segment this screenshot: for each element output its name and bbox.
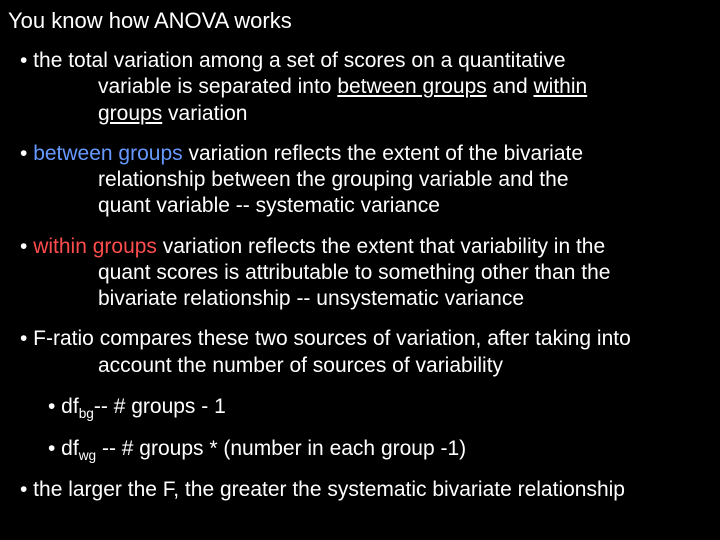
between-groups-term: between groups: [33, 142, 182, 165]
within-groups-term: within groups: [33, 235, 157, 258]
sub-bullet-df-bg: • dfbg-- # groups - 1: [8, 393, 708, 423]
bullet-f-ratio: • F-ratio compares these two sources of …: [8, 326, 708, 379]
bullet-total-variation: • the total variation among a set of sco…: [8, 48, 708, 127]
text: quant variable -- systematic variance: [20, 193, 708, 219]
text: bivariate relationship -- unsystematic v…: [20, 286, 708, 312]
slide: You know how ANOVA works • the total var…: [0, 0, 720, 540]
text: variation reflects the extent that varia…: [157, 235, 605, 258]
subscript-bg: bg: [79, 406, 94, 421]
bullet-within-groups: • within groups variation reflects the e…: [8, 234, 708, 313]
text: relationship between the grouping variab…: [20, 167, 708, 193]
text: •: [20, 142, 33, 165]
text: quant scores is attributable to somethin…: [20, 260, 708, 286]
text: • F-ratio compares these two sources of …: [20, 327, 631, 350]
text: -- # groups * (number in each group -1): [96, 437, 466, 460]
bullet-between-groups: • between groups variation reflects the …: [8, 141, 708, 220]
between-groups-underline: between groups: [337, 75, 486, 98]
text: and: [487, 75, 534, 98]
text: •: [20, 235, 33, 258]
text: variation: [162, 102, 247, 125]
sub-bullet-df-wg: • dfwg -- # groups * (number in each gro…: [8, 435, 708, 465]
text: -- # groups - 1: [94, 395, 226, 418]
text: • df: [48, 437, 79, 460]
groups-underline: groups: [98, 102, 162, 125]
text: variable is separated into: [98, 75, 337, 98]
subscript-wg: wg: [79, 448, 96, 463]
text: • the total variation among a set of sco…: [20, 49, 566, 72]
text: • df: [48, 395, 79, 418]
within-underline: within: [533, 75, 587, 98]
text: variation reflects the extent of the biv…: [183, 142, 583, 165]
text: account the number of sources of variabi…: [20, 353, 708, 379]
bullet-larger-f: • the larger the F, the greater the syst…: [8, 477, 708, 503]
slide-title: You know how ANOVA works: [8, 8, 708, 34]
